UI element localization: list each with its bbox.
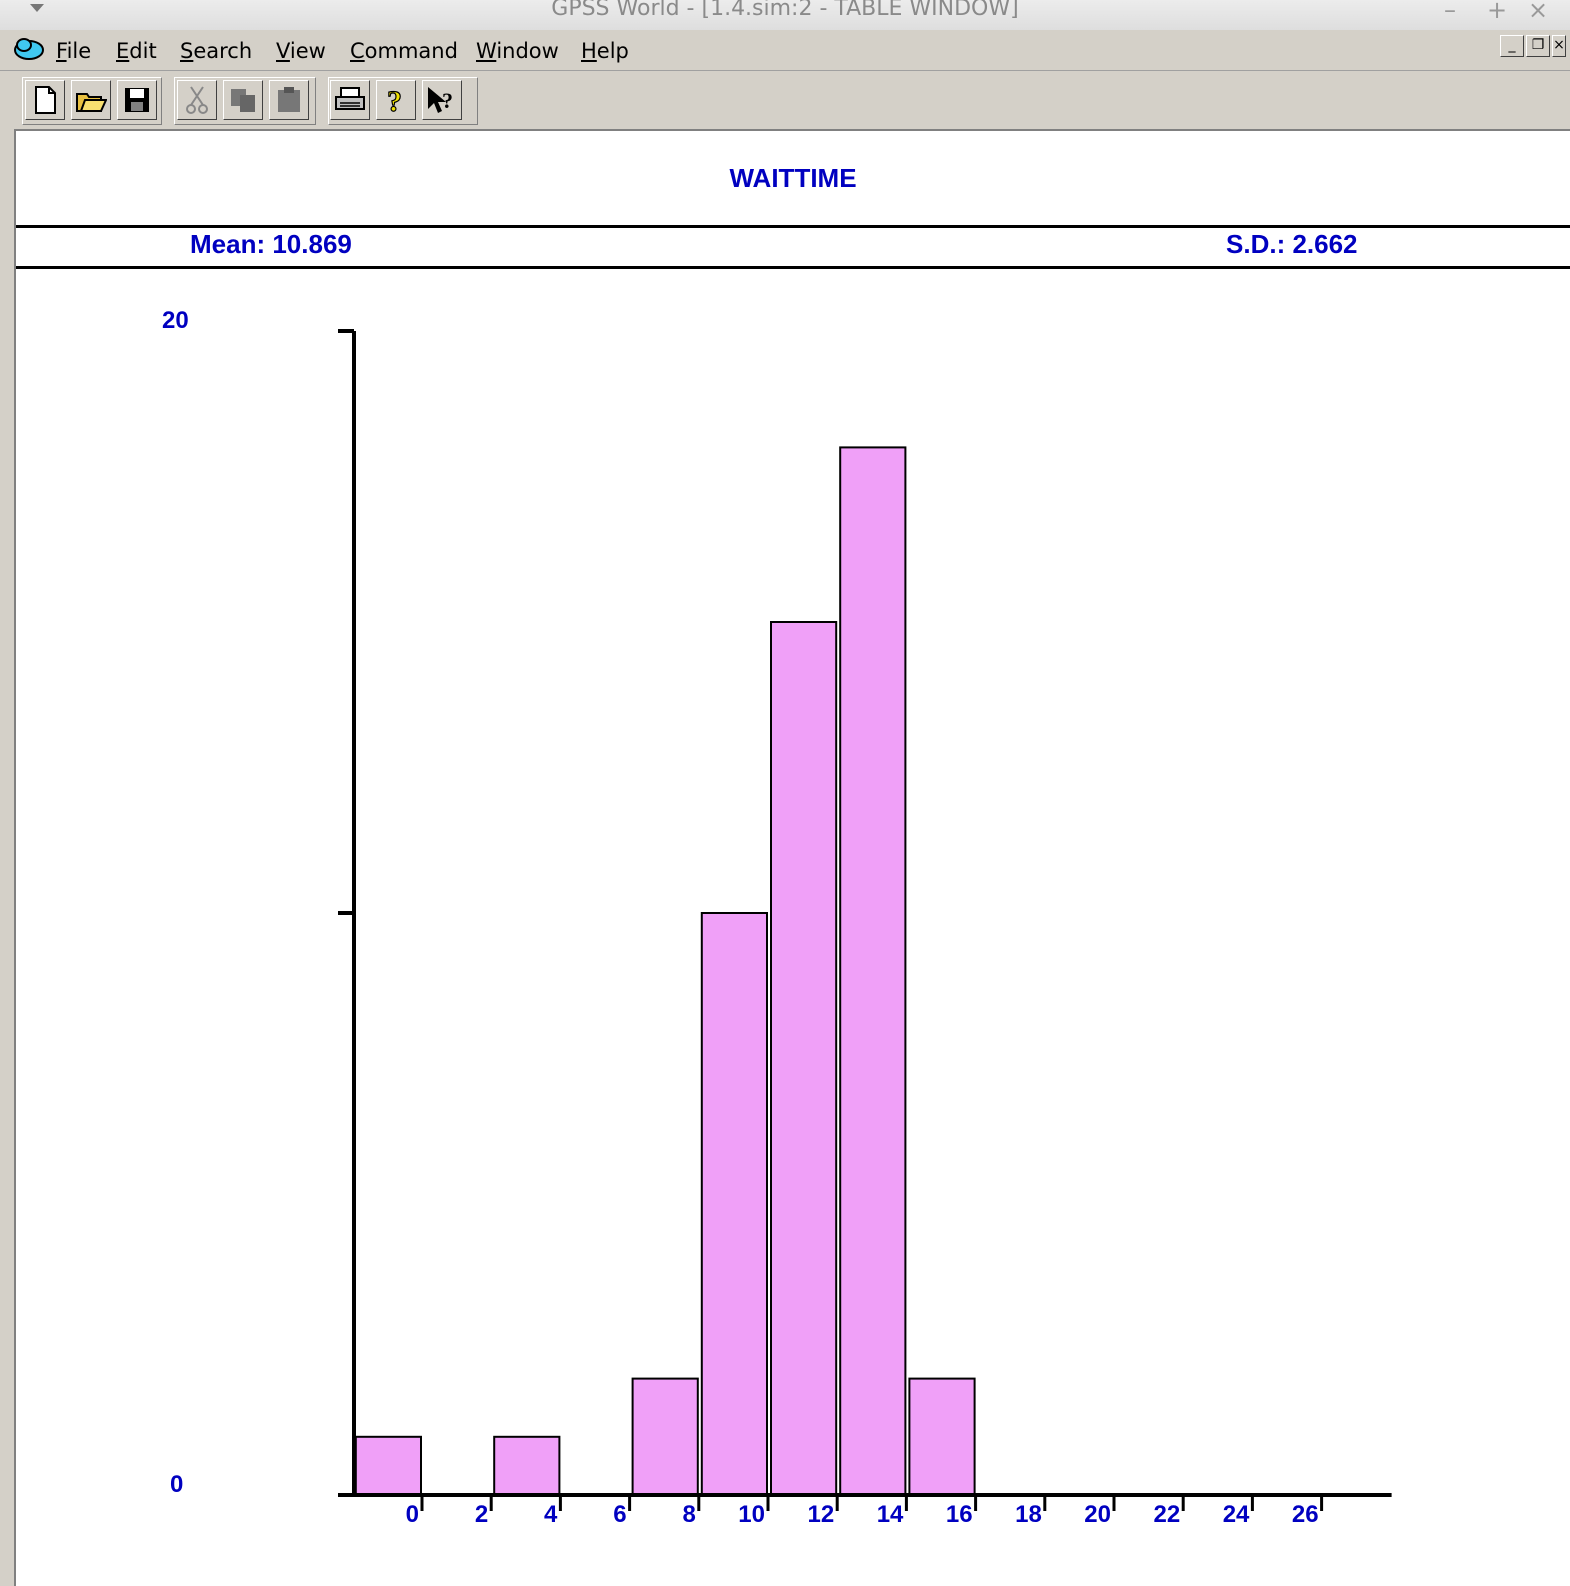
histogram-bar <box>354 1435 422 1497</box>
background-window-edge <box>0 129 16 1586</box>
context-help-button[interactable]: ? <box>422 80 462 120</box>
menu-help[interactable]: Help <box>581 39 629 63</box>
y-tick-label-max: 20 <box>162 307 189 334</box>
title-bar: GPSS World - [1.4.sim:2 - TABLE WINDOW] … <box>0 0 1570 31</box>
maximize-icon[interactable]: + <box>1487 0 1508 24</box>
help-button[interactable]: ? <box>376 80 416 120</box>
open-button[interactable] <box>71 80 111 120</box>
menu-view[interactable]: View <box>276 39 326 63</box>
x-tick-label: 20 <box>1084 1501 1111 1528</box>
histogram-bar <box>631 1377 699 1496</box>
divider-top <box>16 225 1570 228</box>
child-restore-icon[interactable]: ❐ <box>1526 35 1550 57</box>
gpss-logo-icon <box>14 38 44 60</box>
save-button[interactable] <box>117 80 157 120</box>
histogram-bar <box>770 621 838 1496</box>
close-icon[interactable]: × <box>1528 0 1549 24</box>
x-tick-label: 0 <box>406 1501 419 1528</box>
window-title: GPSS World - [1.4.sim:2 - TABLE WINDOW] <box>551 0 1019 21</box>
table-title: WAITTIME <box>729 163 857 193</box>
y-tick-label-min: 0 <box>170 1471 184 1498</box>
save-icon <box>125 88 149 112</box>
copy-icon <box>231 89 255 112</box>
window-menu-icon[interactable] <box>30 4 44 12</box>
print-button[interactable] <box>330 80 370 120</box>
x-tick-label: 12 <box>807 1501 834 1528</box>
x-tick-label: 14 <box>877 1501 904 1528</box>
x-tick-label: 24 <box>1223 1501 1250 1528</box>
divider-bottom <box>16 266 1570 269</box>
open-icon <box>76 93 107 112</box>
svg-text:?: ? <box>442 88 453 113</box>
cut-button[interactable] <box>177 80 217 120</box>
x-tick-label: 18 <box>1015 1501 1042 1528</box>
new-icon <box>35 86 56 114</box>
menu-edit[interactable]: Edit <box>116 39 157 63</box>
help-icon: ? <box>386 84 402 116</box>
toolbar-group-file <box>22 77 162 125</box>
x-tick-label: 10 <box>738 1501 765 1528</box>
copy-button[interactable] <box>223 80 263 120</box>
x-tick-label: 2 <box>475 1501 488 1528</box>
svg-text:?: ? <box>387 85 402 116</box>
x-tick-label: 22 <box>1153 1501 1180 1528</box>
context-help-icon: ? <box>428 87 453 113</box>
x-tick-label: 8 <box>682 1501 695 1528</box>
menu-window[interactable]: Window <box>476 39 559 63</box>
paste-icon <box>278 87 300 112</box>
cut-icon <box>186 86 208 114</box>
x-tick-label: 26 <box>1292 1501 1319 1528</box>
menu-bar: File Edit Search View Command Window Hel… <box>0 30 1570 71</box>
child-minimize-icon[interactable]: _ <box>1500 35 1524 57</box>
menu-command[interactable]: Command <box>350 39 458 63</box>
histogram-chart: 0 2 4 6 8 10 12 14 16 18 20 22 24 26 <box>338 329 1392 1528</box>
print-icon <box>335 87 365 110</box>
minimize-icon[interactable]: – <box>1444 0 1456 24</box>
child-close-icon[interactable]: × <box>1552 35 1566 57</box>
toolbar-group-edit <box>174 77 316 125</box>
histogram-bar <box>493 1435 561 1497</box>
sd-label: S.D.: 2.662 <box>1226 229 1358 259</box>
histogram-bar <box>700 912 768 1496</box>
histogram-bar <box>839 446 907 1496</box>
new-button[interactable] <box>25 80 65 120</box>
menu-search[interactable]: Search <box>180 39 253 63</box>
x-tick-label: 6 <box>613 1501 626 1528</box>
paste-button[interactable] <box>269 80 309 120</box>
mean-label: Mean: 10.869 <box>190 229 352 259</box>
x-tick-label: 16 <box>946 1501 973 1528</box>
x-tick-label: 4 <box>544 1501 558 1528</box>
mdi-controls: _ ❐ × <box>1498 34 1566 57</box>
histogram-bar <box>908 1377 976 1496</box>
table-window: WAITTIME Mean: 10.869 S.D.: 2.662 20 0 0… <box>16 131 1570 1586</box>
toolbar-group-help <box>328 77 478 125</box>
menu-file[interactable]: File <box>56 39 92 63</box>
